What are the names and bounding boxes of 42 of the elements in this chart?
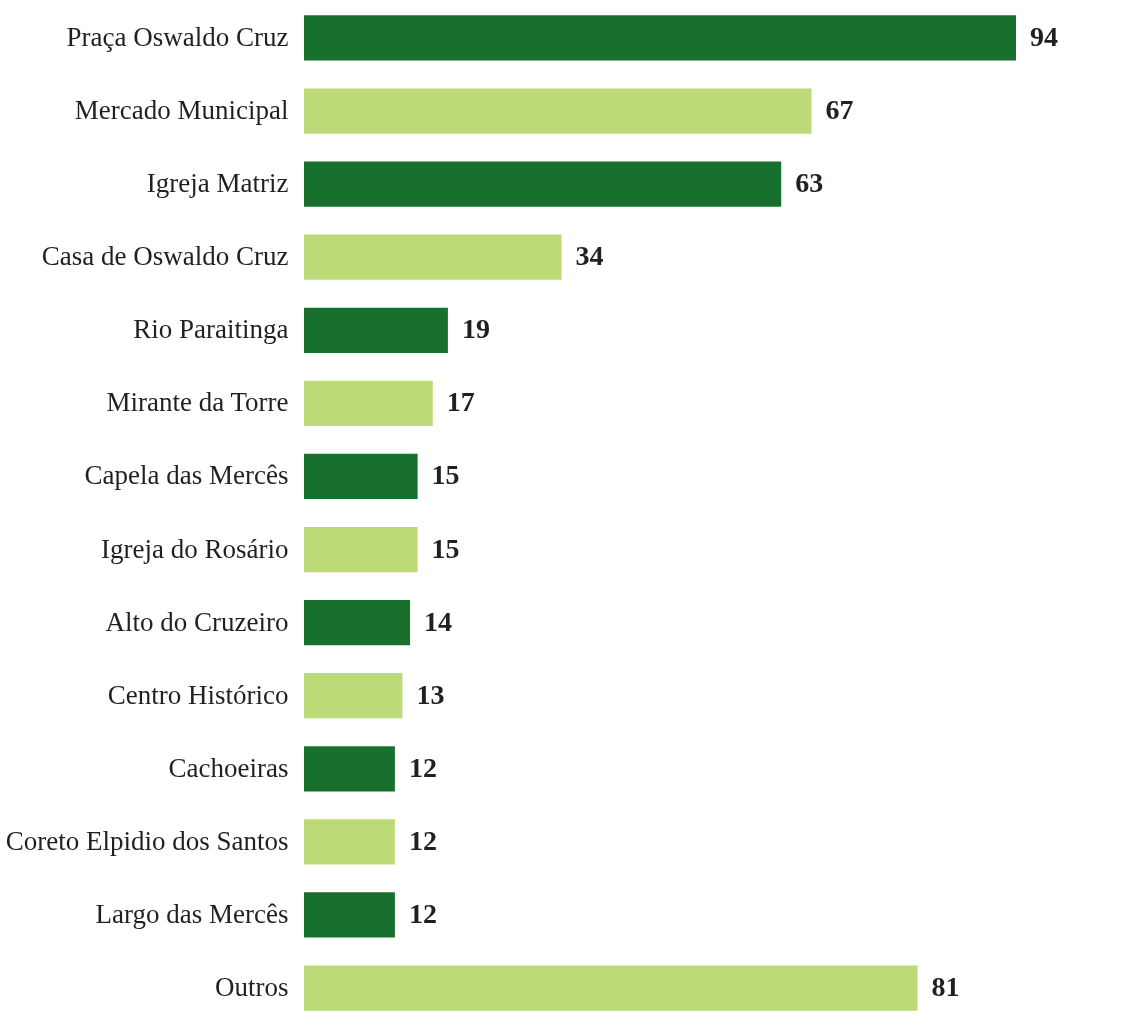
bar [304, 746, 395, 792]
bar [304, 965, 918, 1011]
data-label: 34 [575, 240, 604, 272]
data-label: 63 [795, 167, 824, 199]
bar [304, 673, 403, 719]
y-tick-label: Casa de Oswaldo Cruz [41, 241, 289, 272]
bar [304, 599, 411, 646]
bar [304, 307, 448, 353]
bar [304, 892, 395, 938]
data-label: 67 [825, 94, 854, 126]
y-tick-label: Outros [215, 972, 289, 1003]
y-tick-label: Largo das Mercês [95, 898, 289, 929]
y-tick-label: Centro Histórico [107, 679, 289, 710]
y-tick-label: Mercado Municipal [74, 95, 289, 126]
y-tick-label: Rio Paraitinga [133, 314, 289, 345]
data-label: 17 [446, 386, 475, 418]
data-label: 12 [408, 897, 437, 929]
data-label: 15 [431, 532, 460, 564]
y-tick-label: Mirante da Torre [106, 387, 289, 418]
y-tick-label: Cachoeiras [168, 752, 289, 783]
bar [304, 380, 433, 427]
y-tick-label: Igreja Matriz [146, 168, 289, 199]
data-label: 14 [424, 605, 453, 637]
bar [304, 526, 418, 573]
bar [304, 453, 418, 500]
bar [304, 234, 562, 280]
bar [304, 161, 782, 207]
bar [304, 819, 395, 865]
data-label: 12 [408, 751, 437, 783]
data-label: 13 [416, 678, 445, 710]
y-tick-label: Igreja do Rosário [101, 533, 289, 564]
bar [304, 88, 812, 134]
y-tick-label: Alto do Cruzeiro [105, 606, 289, 637]
y-tick-label: Praça Oswaldo Cruz [66, 21, 289, 52]
bar [304, 15, 1016, 61]
data-label: 12 [408, 824, 437, 856]
data-label: 94 [1030, 20, 1058, 52]
data-label: 15 [431, 459, 460, 491]
data-label: 19 [461, 313, 490, 345]
data-label: 81 [931, 971, 960, 1003]
y-tick-label: Capela das Mercês [84, 460, 289, 491]
y-tick-label: Coreto Elpidio dos Santos [5, 825, 289, 856]
